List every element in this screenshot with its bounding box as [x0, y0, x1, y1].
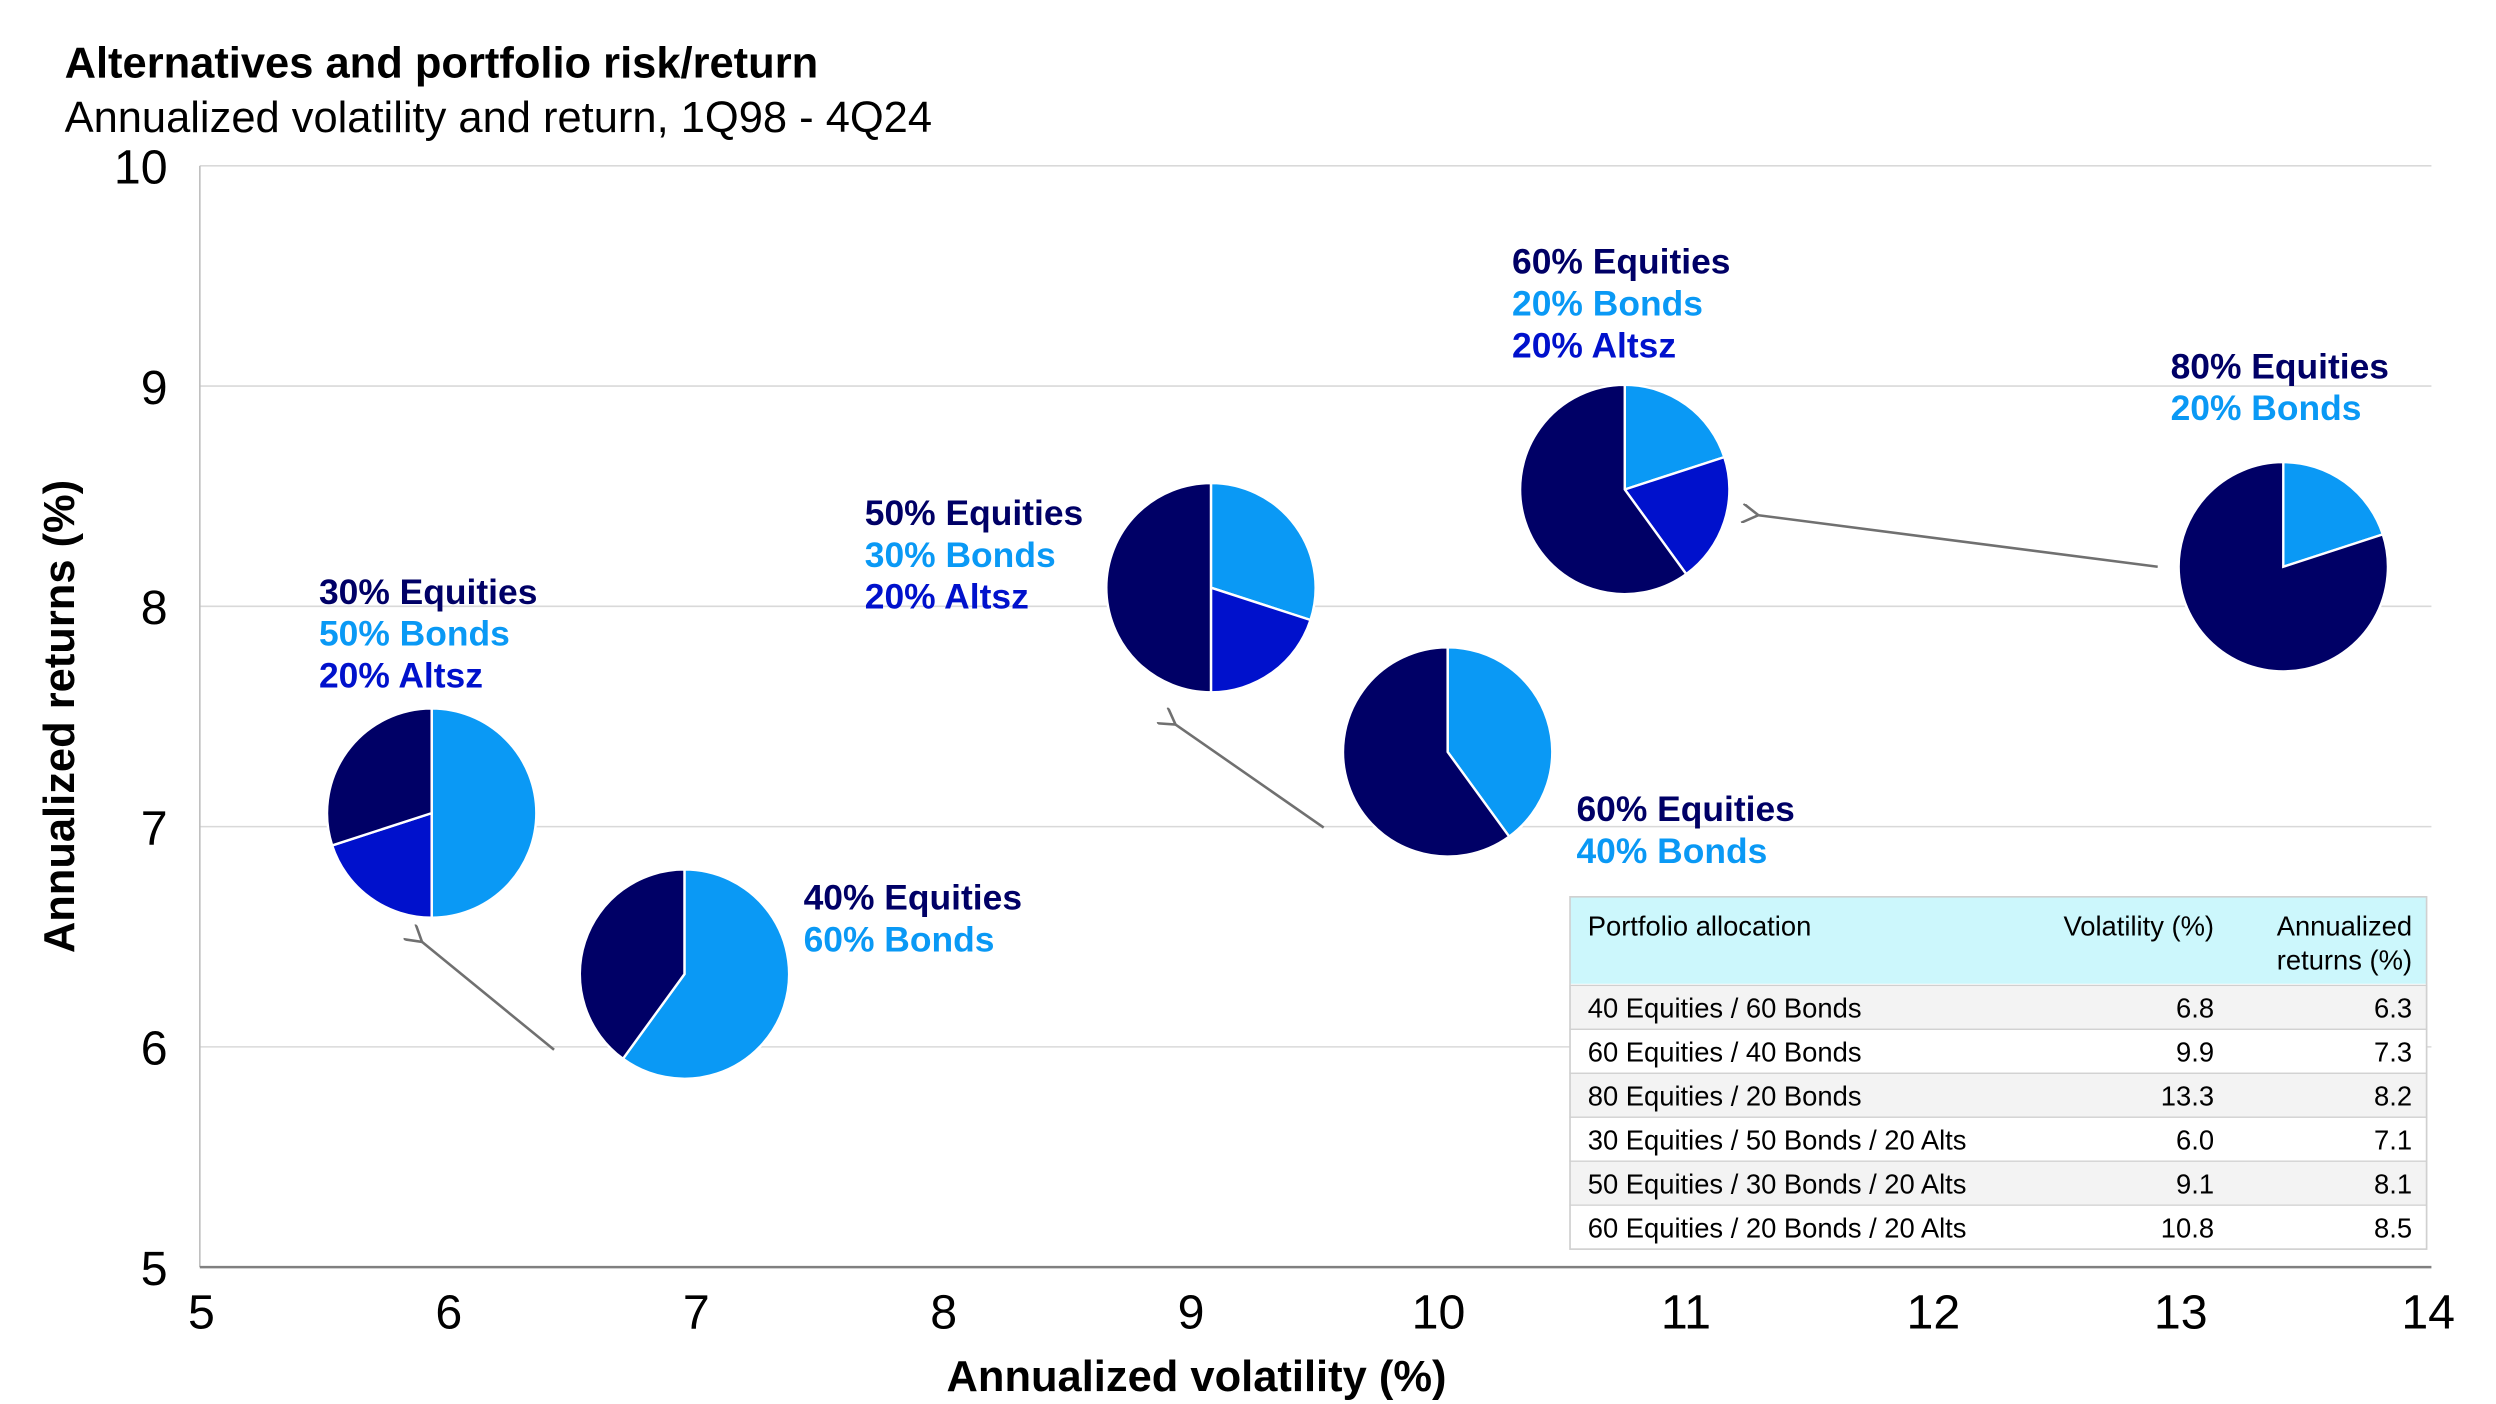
cell-volatility: 9.9: [2176, 1037, 2214, 1068]
allocation-pie: [325, 707, 538, 919]
x-tick-label: 6: [435, 1285, 462, 1339]
allocation-label: 20% Bonds: [1512, 284, 1703, 324]
allocation-table: Portfolio allocation Volatility (%) Annual…: [1569, 896, 2428, 1250]
cell-allocation: 60 Equities / 40 Bonds: [1588, 1037, 1862, 1068]
header-volatility: Volatility (%): [2064, 910, 2215, 941]
pie-slice-bonds: [1209, 481, 1317, 622]
allocation-label: 40% Bonds: [1576, 831, 1767, 871]
allocation-pie: [2177, 460, 2390, 673]
x-tick-label: 5: [188, 1285, 215, 1339]
cell-returns: 8.1: [2374, 1168, 2412, 1199]
y-tick-label: 9: [141, 361, 168, 415]
allocation-label: 20% Altsz: [319, 656, 483, 696]
cell-volatility: 6.8: [2176, 993, 2214, 1024]
pie-slice-equities: [1341, 646, 1511, 858]
chart-title: Alternatives and portfolio risk/return: [65, 39, 819, 87]
table-row: [1569, 1028, 2428, 1074]
x-tick-label: 10: [1412, 1285, 1466, 1339]
pie-slice-bonds: [1623, 383, 1726, 492]
cell-allocation: 30 Equities / 50 Bonds / 20 Alts: [1588, 1124, 1967, 1155]
allocation-label: 80% Equities: [2171, 346, 2389, 386]
header-allocation: Portfolio allocation: [1588, 910, 1812, 941]
y-tick-label: 8: [141, 581, 168, 635]
allocation-pie: [1341, 646, 1554, 858]
cell-volatility: 6.0: [2176, 1124, 2214, 1155]
allocation-label: 40% Equities: [804, 878, 1022, 918]
table-row: [1569, 984, 2428, 1030]
cell-allocation: 80 Equities / 20 Bonds: [1588, 1080, 1862, 1111]
y-tick-label: 6: [141, 1022, 168, 1076]
y-tick-label: 10: [114, 141, 168, 195]
table-row: [1569, 1072, 2428, 1118]
allocation-label: 20% Bonds: [2171, 388, 2362, 428]
pie-slice-alts: [1622, 455, 1731, 576]
header-returns: Annualized: [2277, 910, 2412, 941]
table-border: [1569, 896, 2428, 1250]
allocation-label: 60% Equities: [1512, 242, 1730, 282]
x-tick-label: 7: [683, 1285, 710, 1339]
tick-labels: 5 6 7 8 9 10 5 6 7 8 9 10 11 12 13 14: [114, 141, 2455, 1340]
header-returns-2: returns (%): [2277, 944, 2412, 975]
arrow: [1758, 515, 2158, 569]
pie-slice-equities: [325, 707, 433, 847]
pie-slice-bonds: [1446, 646, 1554, 839]
cell-allocation: 50 Equities / 30 Bonds / 20 Alts: [1588, 1168, 1967, 1199]
pies: [325, 383, 2390, 1080]
x-tick-label: 9: [1178, 1285, 1205, 1339]
y-axis-label: Annualized returns (%): [36, 480, 84, 953]
pie-slice-equities: [578, 868, 686, 1061]
allocation-label: 20% Altsz: [865, 577, 1029, 617]
x-axis-label: Annualized volatility (%): [947, 1353, 1447, 1401]
allocation-label: 20% Altsz: [1512, 325, 1676, 365]
allocation-label: 50% Bonds: [319, 614, 510, 654]
x-tick-label: 8: [930, 1285, 957, 1339]
cell-volatility: 9.1: [2176, 1168, 2214, 1199]
pie-slice-bonds: [430, 707, 538, 919]
pie-slice-bonds: [2282, 460, 2385, 569]
cell-volatility: 13.3: [2161, 1080, 2214, 1111]
x-tick-label: 13: [2154, 1285, 2208, 1339]
pie-slice-alts: [330, 811, 433, 919]
arrows: [422, 515, 2158, 1051]
chart-subtitle: Annualized volatility and return, 1Q98 -…: [65, 94, 932, 142]
table-header: [1570, 896, 2427, 984]
allocation-pie: [1518, 383, 1731, 596]
cell-returns: 7.1: [2374, 1124, 2412, 1155]
axes: [199, 165, 2432, 1269]
cell-returns: 8.2: [2374, 1080, 2412, 1111]
table-row: [1569, 1204, 2428, 1250]
allocation-label: 60% Equities: [1576, 789, 1794, 829]
allocation-pie: [578, 868, 791, 1080]
allocation-label: 30% Equities: [319, 572, 537, 612]
pie-slice-alts: [1209, 586, 1313, 694]
cell-allocation: 40 Equities / 60 Bonds: [1588, 993, 1862, 1024]
x-tick-label: 14: [2401, 1285, 2455, 1339]
table-row: [1569, 1160, 2428, 1206]
y-tick-label: 7: [141, 801, 168, 855]
cell-returns: 8.5: [2374, 1212, 2412, 1243]
allocation-label: 60% Bonds: [804, 920, 995, 960]
allocation-label: 30% Bonds: [865, 535, 1056, 575]
arrow: [1176, 725, 1325, 829]
arrow: [422, 942, 555, 1051]
cell-volatility: 10.8: [2161, 1212, 2214, 1243]
pie-slice-equities: [2177, 460, 2390, 673]
pie-slice-equities: [1518, 383, 1688, 596]
cell-returns: 6.3: [2374, 993, 2412, 1024]
pie-slice-equities: [1105, 481, 1213, 694]
cell-returns: 7.3: [2374, 1037, 2412, 1068]
allocation-label: 50% Equities: [865, 493, 1083, 533]
y-tick-label: 5: [141, 1242, 168, 1296]
cell-allocation: 60 Equities / 20 Bonds / 20 Alts: [1588, 1212, 1967, 1243]
x-tick-label: 12: [1906, 1285, 1960, 1339]
x-tick-label: 11: [1661, 1285, 1711, 1339]
allocation-pie: [1105, 481, 1317, 694]
pie-slice-bonds: [621, 868, 791, 1080]
